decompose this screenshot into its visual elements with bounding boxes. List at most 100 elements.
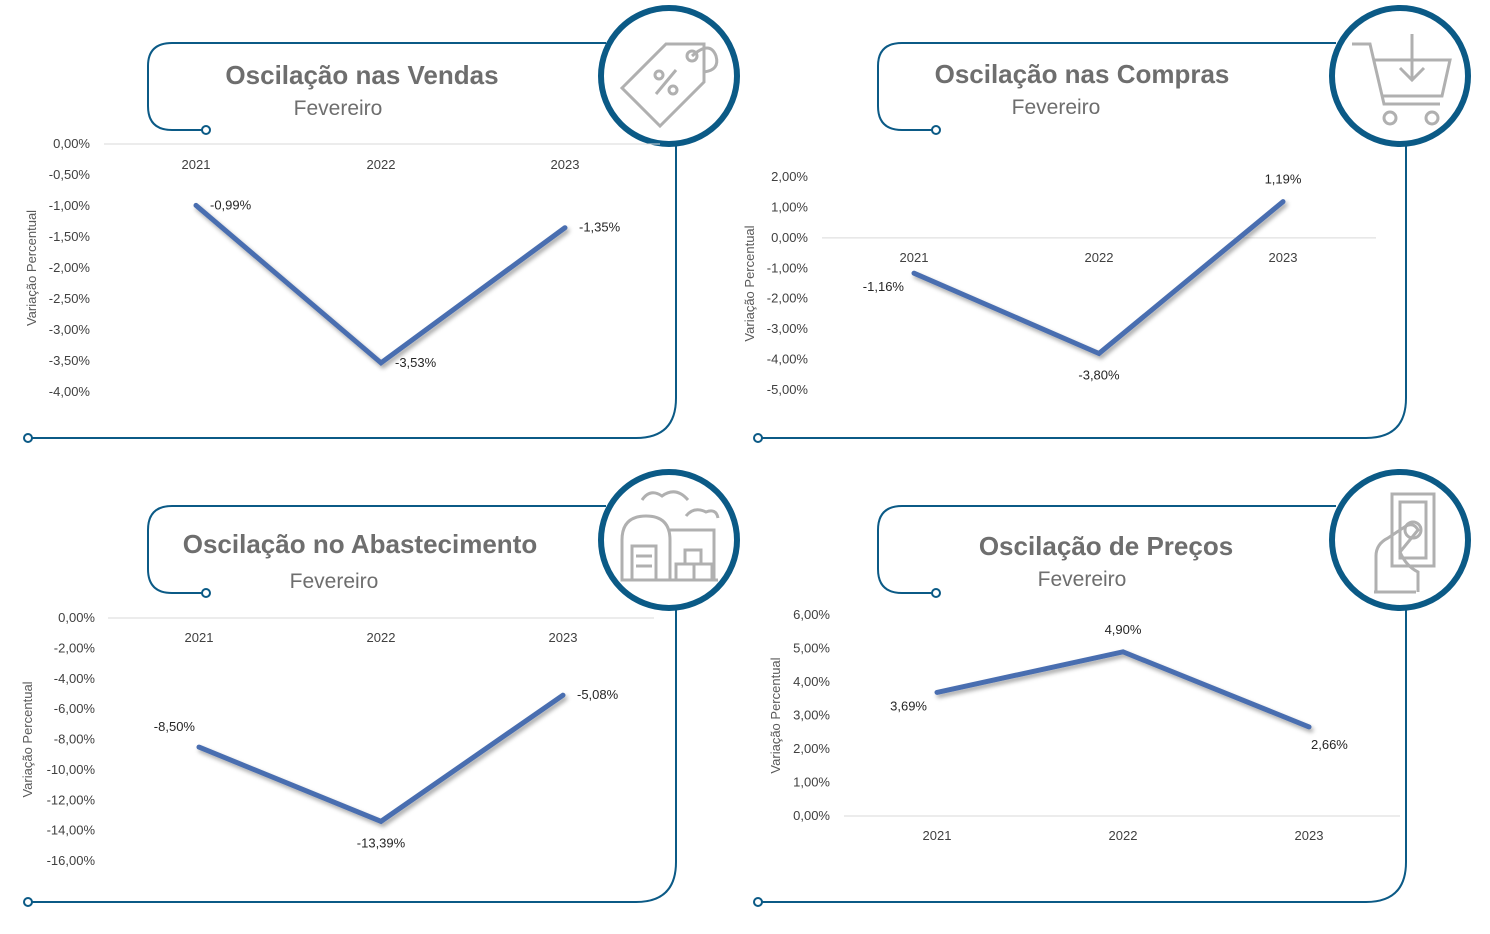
data-label: -3,80% xyxy=(1078,367,1120,382)
chart-subtitle: Fevereiro xyxy=(294,97,383,120)
data-label: 4,90% xyxy=(1105,622,1142,637)
chart-subtitle: Fevereiro xyxy=(290,570,379,593)
y-tick-label: 1,00% xyxy=(793,775,830,790)
x-category-label: 2021 xyxy=(185,630,214,645)
data-point xyxy=(1097,351,1101,356)
y-tick-label: -1,50% xyxy=(49,229,91,244)
data-point xyxy=(935,690,939,695)
icon-badge xyxy=(1329,5,1471,147)
data-point xyxy=(194,203,198,208)
panel-frame xyxy=(760,505,1407,903)
y-axis-title: Variação Percentual xyxy=(24,210,39,326)
y-tick-label: -3,00% xyxy=(49,322,91,337)
y-tick-label: -1,00% xyxy=(49,198,91,213)
y-tick-label: -2,00% xyxy=(54,640,96,655)
y-tick-label: -1,00% xyxy=(767,260,809,275)
chart-subtitle: Fevereiro xyxy=(1038,568,1127,591)
data-point xyxy=(379,819,383,824)
frame-end-dot xyxy=(753,897,763,907)
line-chart-compras: 2,00% 1,00% 0,00% -1,00% -2,00% -3,00% -4,00% -… xyxy=(742,169,1376,397)
panel-frame xyxy=(760,42,1407,439)
series-line xyxy=(196,692,566,825)
panel-abastecimento: Oscilação no Abastecimento Fevereiro 0,0… xyxy=(20,469,740,907)
data-label: -8,50% xyxy=(154,719,196,734)
y-tick-label: 6,00% xyxy=(793,607,830,622)
warehouse-icon xyxy=(620,490,720,582)
panel-compras: Oscilação nas Compras Fevereiro 2,00% 1,0… xyxy=(742,5,1471,443)
data-point xyxy=(912,271,916,276)
frame-end-dot xyxy=(23,897,33,907)
y-tick-label: -2,00% xyxy=(767,291,809,306)
x-category-label: 2022 xyxy=(1109,828,1138,843)
data-label: -1,35% xyxy=(579,220,621,235)
frame-end-dot xyxy=(931,125,941,135)
y-tick-label: 0,00% xyxy=(58,610,95,625)
data-point xyxy=(1121,649,1125,654)
y-tick-label: -2,50% xyxy=(49,291,91,306)
chart-title: Oscilação no Abastecimento xyxy=(183,529,537,559)
y-tick-label: -16,00% xyxy=(47,853,96,868)
x-category-label: 2021 xyxy=(923,828,952,843)
x-category-label: 2023 xyxy=(1295,828,1324,843)
line-chart-vendas: 0,00% -0,50% -1,00% -1,50% -2,00% -2,50% -3,00… xyxy=(24,136,660,399)
y-tick-label: -10,00% xyxy=(47,762,96,777)
frame-end-dot xyxy=(201,125,211,135)
y-tick-label: -14,00% xyxy=(47,823,96,838)
data-label: -13,39% xyxy=(357,835,406,850)
data-point xyxy=(563,225,567,230)
y-tick-label: 2,00% xyxy=(793,741,830,756)
series-line xyxy=(911,199,1286,357)
data-label: 3,69% xyxy=(890,698,927,713)
y-tick-label: -8,00% xyxy=(54,732,96,747)
data-label: -0,99% xyxy=(210,197,252,212)
y-tick-label: -3,00% xyxy=(767,321,809,336)
y-tick-label: 0,00% xyxy=(793,808,830,823)
data-label: -3,53% xyxy=(395,355,437,370)
data-label: 2,66% xyxy=(1311,737,1348,752)
y-tick-label: 2,00% xyxy=(771,169,808,184)
y-tick-label: -5,00% xyxy=(767,382,809,397)
y-tick-label: 0,00% xyxy=(53,136,90,151)
series-line xyxy=(193,202,568,367)
shopping-cart-icon xyxy=(1352,34,1452,126)
chart-subtitle: Fevereiro xyxy=(1012,96,1101,119)
x-category-label: 2023 xyxy=(549,630,578,645)
x-category-label: 2022 xyxy=(367,157,396,172)
chart-title: Oscilação de Preços xyxy=(979,531,1233,561)
y-tick-label: -6,00% xyxy=(54,701,96,716)
y-tick-label: -4,00% xyxy=(54,671,96,686)
panel-frame xyxy=(30,42,677,439)
y-axis-title: Variação Percentual xyxy=(20,681,35,797)
x-category-label: 2021 xyxy=(182,157,211,172)
frame-end-dot xyxy=(931,588,941,598)
x-category-label: 2023 xyxy=(551,157,580,172)
data-point xyxy=(197,745,201,750)
line-chart-abastecimento: 0,00% -2,00% -4,00% -6,00% -8,00% -10,00% -12,… xyxy=(20,610,654,868)
y-tick-label: -0,50% xyxy=(49,167,91,182)
y-tick-label: 3,00% xyxy=(793,708,830,723)
y-tick-label: -12,00% xyxy=(47,792,96,807)
y-tick-label: -4,00% xyxy=(767,352,809,367)
y-tick-label: -2,00% xyxy=(49,260,91,275)
series-line xyxy=(934,649,1312,730)
data-point xyxy=(1281,199,1285,204)
line-chart-precos: 6,00% 5,00% 4,00% 3,00% 2,00% 1,00% 0,00% Varia… xyxy=(768,607,1400,843)
chart-title: Oscilação nas Vendas xyxy=(225,60,498,90)
x-category-label: 2022 xyxy=(367,630,396,645)
data-label: -1,16% xyxy=(863,279,905,294)
y-tick-label: 4,00% xyxy=(793,674,830,689)
y-axis-title: Variação Percentual xyxy=(742,225,757,341)
panel-precos: Oscilação de Preços Fevereiro 6,00% 5,00%… xyxy=(753,469,1471,907)
panel-vendas: Oscilação nas Vendas Fevereiro 0,00% -0,5… xyxy=(23,5,740,443)
data-point xyxy=(1307,724,1311,729)
x-category-label: 2023 xyxy=(1269,250,1298,265)
y-tick-label: -3,50% xyxy=(49,353,91,368)
data-label: -5,08% xyxy=(577,687,619,702)
price-tag-percent-icon xyxy=(619,42,719,129)
data-point xyxy=(561,693,565,698)
data-point xyxy=(379,360,383,365)
y-axis-title: Variação Percentual xyxy=(768,657,783,773)
hand-money-icon xyxy=(1374,492,1436,594)
y-tick-label: 5,00% xyxy=(793,641,830,656)
